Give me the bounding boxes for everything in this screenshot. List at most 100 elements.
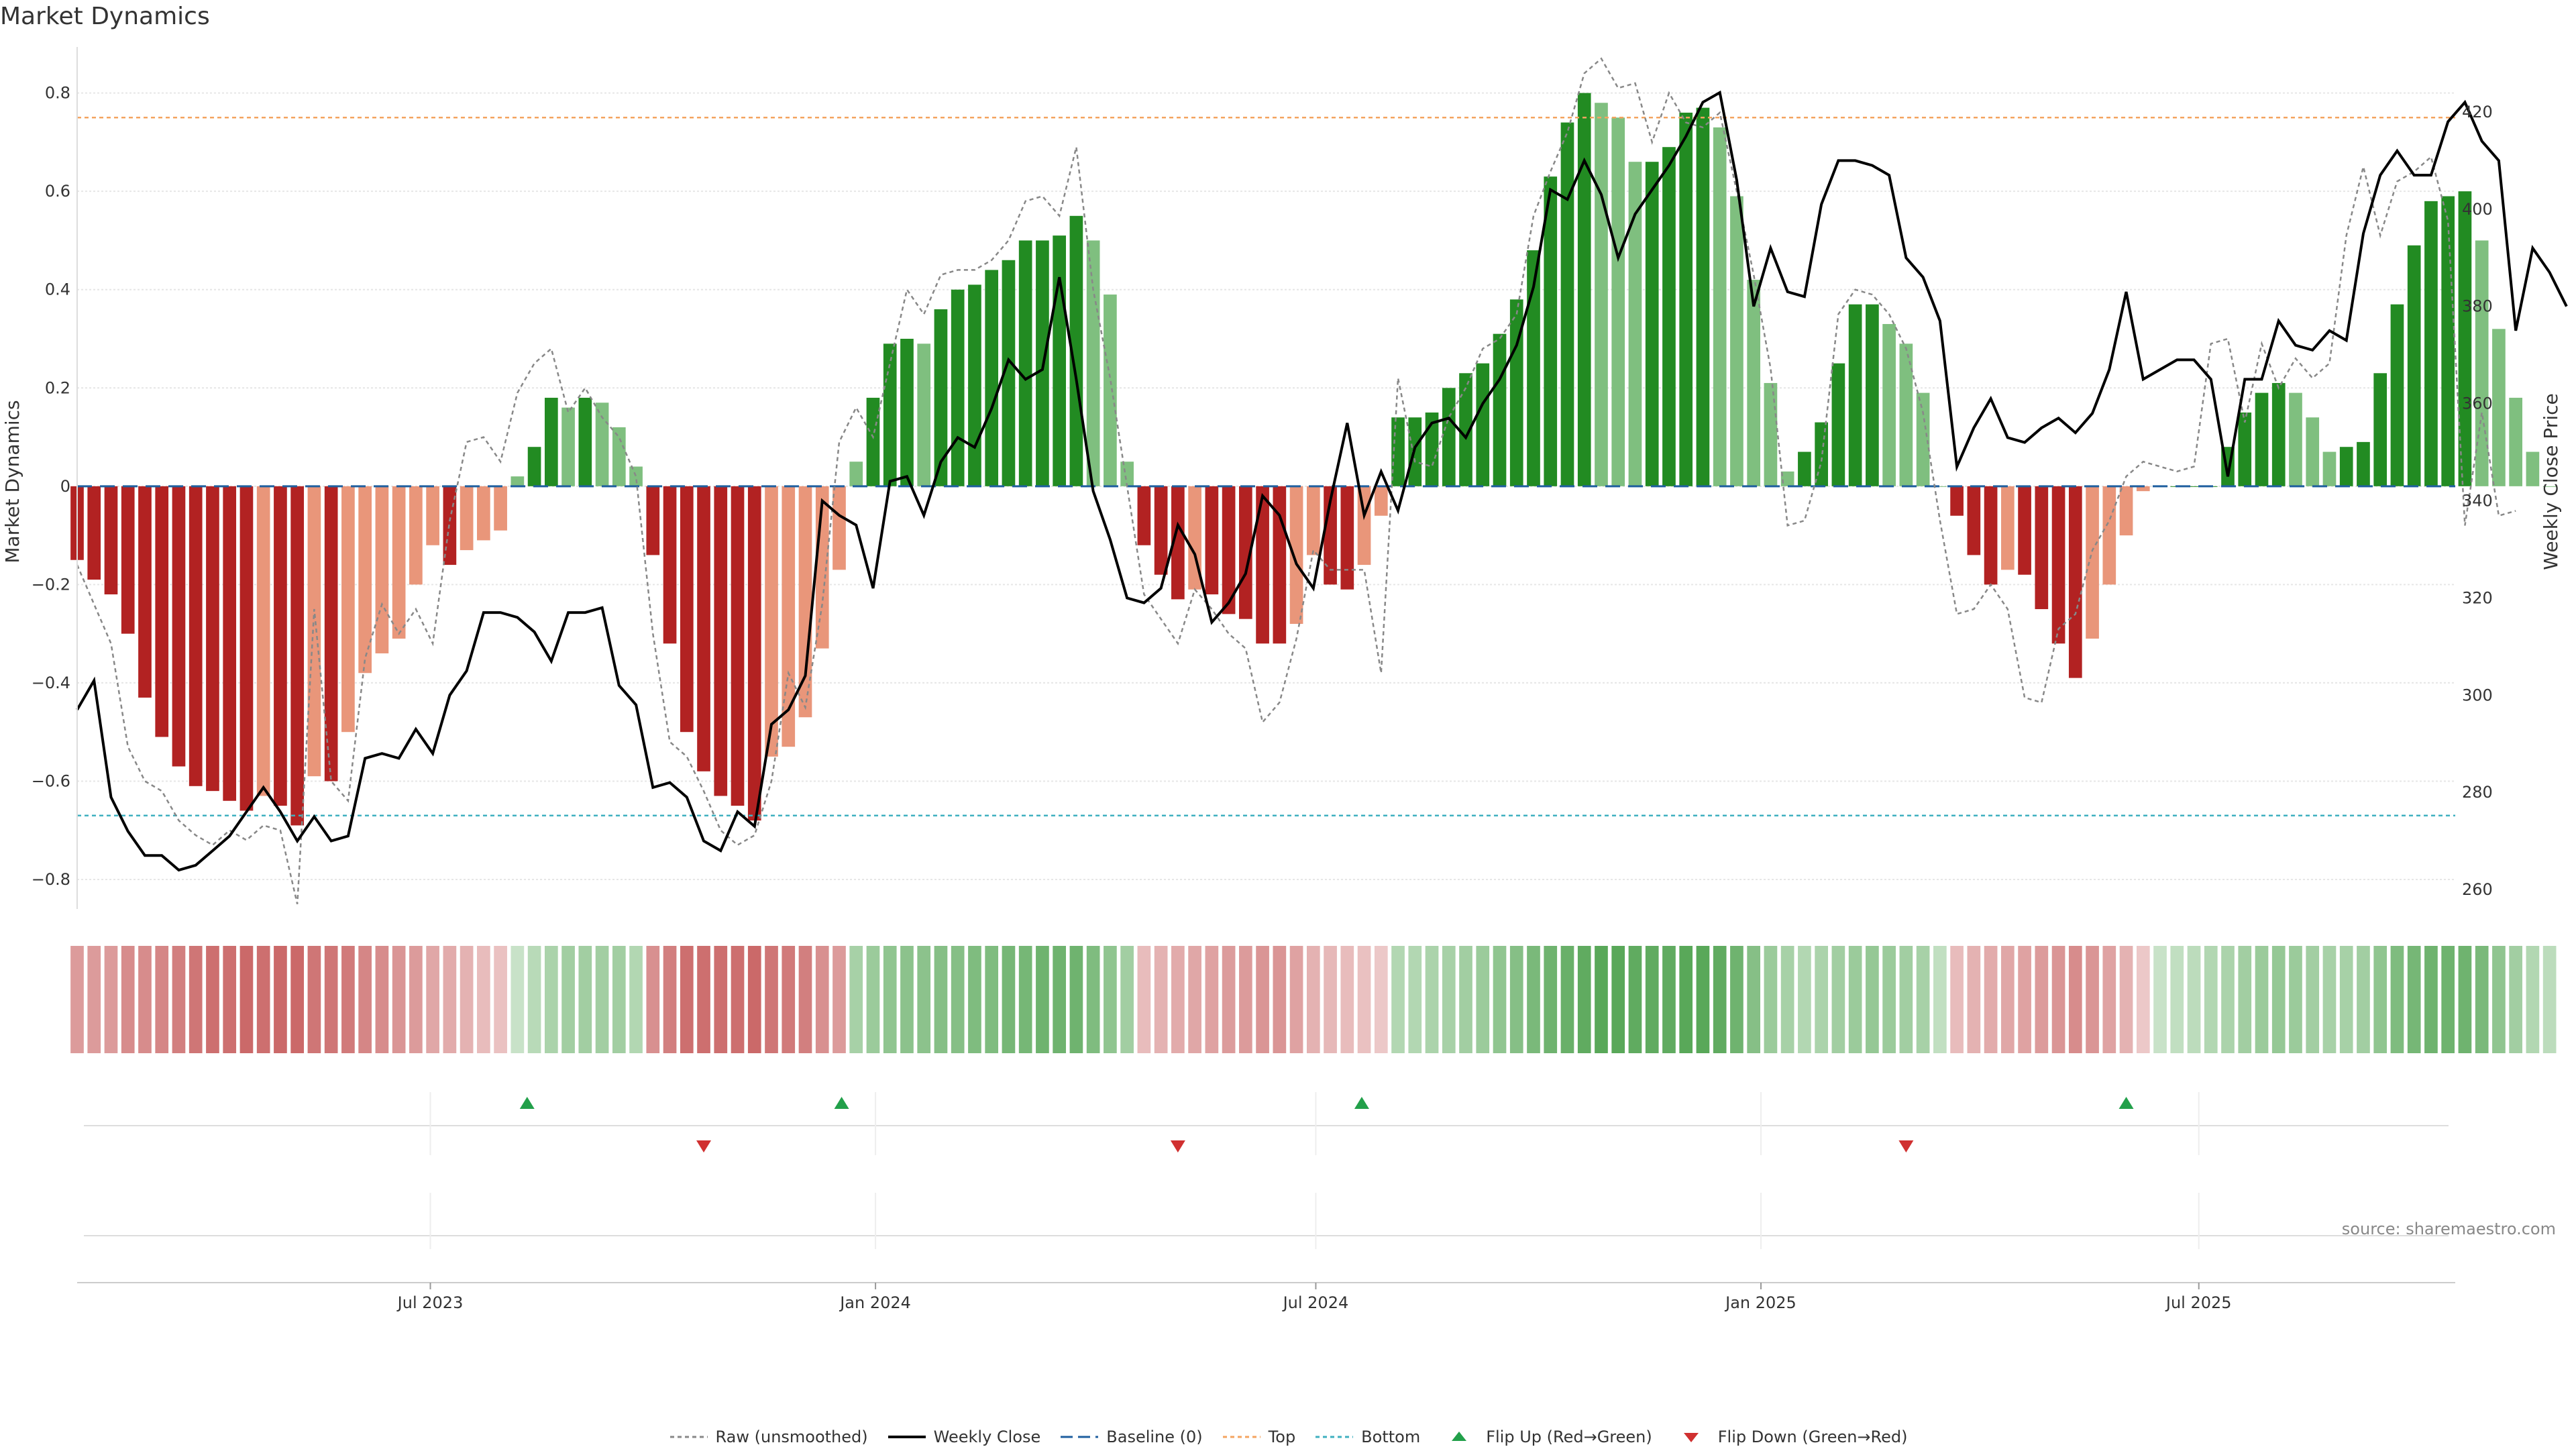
regime-strip-cell [2339, 946, 2353, 1053]
dynamics-bar [1137, 486, 1151, 545]
dynamics-bar [1120, 462, 1134, 486]
legend-item-bottom: Bottom [1314, 1428, 1420, 1446]
dynamics-bar [2255, 392, 2269, 486]
flip-down-marker [696, 1140, 712, 1152]
dynamics-bar [2390, 304, 2404, 486]
flip-up-marker [1354, 1097, 1369, 1109]
x-axis-layer: Jul 2023 Jan 2024 Jul 2024 Jan 2025 Jul 2025 [77, 1282, 2455, 1312]
chart-title: Market Dynamics [0, 3, 210, 30]
regime-strip-cell [883, 946, 897, 1053]
dynamics-bar [121, 486, 135, 634]
y2-tick-label: 320 [2462, 588, 2493, 607]
dynamics-bar [206, 486, 219, 792]
dynamics-bar [189, 486, 203, 786]
dynamics-bar [2000, 486, 2015, 570]
regime-strip-cell [1171, 946, 1185, 1053]
dynamics-bar [1662, 147, 1676, 486]
dynamics-bar [849, 462, 863, 486]
regime-strip-cell [747, 946, 761, 1053]
x-tick-label: Jul 2025 [2165, 1293, 2232, 1312]
regime-strip-cell [561, 946, 575, 1053]
regime-strip-cell [612, 946, 626, 1053]
dynamics-bar [426, 486, 439, 545]
dynamics-bar [1831, 363, 1845, 486]
grid-layer [77, 92, 2455, 881]
y2-tick-label: 400 [2462, 200, 2493, 219]
regime-strip-cell [2492, 946, 2506, 1053]
regime-strip-cell [2187, 946, 2201, 1053]
dynamics-bar [87, 486, 101, 580]
regime-strip-cell [934, 946, 948, 1053]
dynamics-bar [460, 486, 474, 551]
regime-strip-cell [1899, 946, 1913, 1053]
regime-strip-cell [1764, 946, 1778, 1053]
dynamics-bar [866, 397, 880, 486]
dynamics-bar [2018, 486, 2031, 575]
regime-strip-cell [1036, 946, 1049, 1053]
dynamics-bar [578, 397, 592, 486]
dynamics-bar [1882, 324, 1896, 486]
dynamics-bar [1171, 486, 1185, 600]
regime-strip-cell [2306, 946, 2320, 1053]
regime-strip-cell [2136, 946, 2150, 1053]
regime-strip-cell [223, 946, 237, 1053]
dynamics-bar [477, 486, 490, 541]
y2-tick-label: 260 [2462, 880, 2493, 899]
dynamics-bar [697, 486, 710, 771]
regime-strip-cell [1628, 946, 1642, 1053]
legend-swatch-raw [669, 1436, 708, 1438]
dynamics-bar [1306, 486, 1320, 555]
dynamics-bar [494, 486, 507, 531]
regime-strip-cell [307, 946, 321, 1053]
regime-strip-cell [189, 946, 203, 1053]
regime-strip-cell [104, 946, 118, 1053]
regime-strip-cell [951, 946, 965, 1053]
dynamics-bar [1256, 486, 1269, 644]
regime-strip-cell [1611, 946, 1625, 1053]
regime-strip-cell [578, 946, 592, 1053]
regime-strip-cell [426, 946, 439, 1053]
regime-strip-cell [1848, 946, 1862, 1053]
regime-strip-cell [1340, 946, 1354, 1053]
regime-strip-cell [2390, 946, 2404, 1053]
regime-strip-cell [274, 946, 287, 1053]
dynamics-bar [1357, 486, 1371, 566]
y2-tick-label: 300 [2462, 686, 2493, 704]
y-tick-label: 0.8 [45, 84, 70, 103]
flip-down-marker [1898, 1140, 1914, 1152]
legend-label: Flip Up (Red→Green) [1486, 1428, 1652, 1446]
dynamics-bar [1222, 486, 1236, 614]
regime-strip-cell [2018, 946, 2031, 1053]
regime-strip-cell [1509, 946, 1523, 1053]
dynamics-bar [375, 486, 389, 653]
dynamics-bar [1002, 260, 1016, 486]
axes-layer: −0.8 −0.6 −0.4 −0.2 0 0.2 0.4 0.6 0.8 260 280 300 32… [32, 47, 2493, 909]
y2-axis-label: Weekly Close Price [2540, 393, 2562, 570]
dynamics-bar [1374, 486, 1388, 516]
regime-strip-cell [239, 946, 254, 1053]
dynamics-bar [1205, 486, 1219, 595]
dynamics-bar [900, 339, 914, 486]
legend-label: Bottom [1361, 1428, 1421, 1446]
dynamics-bar [1053, 235, 1067, 486]
regime-strip-cell [2475, 946, 2489, 1053]
dynamics-bar [239, 486, 254, 811]
legend-swatch-bottom [1316, 1436, 1354, 1438]
regime-strip-cell [121, 946, 135, 1053]
dynamics-bar [104, 486, 118, 595]
dynamics-bar [2475, 240, 2489, 486]
x-tick-label: Jul 2023 [396, 1293, 464, 1312]
dynamics-bar [2051, 486, 2065, 644]
y-tick-label: −0.8 [32, 870, 70, 889]
legend-item-raw: Raw (unsmoothed) [669, 1428, 868, 1446]
dynamics-bar [2322, 451, 2337, 486]
regime-strip-cell [1866, 946, 1879, 1053]
dynamics-bar [1899, 343, 1913, 486]
dynamics-bar [138, 486, 152, 698]
dynamics-bar [1239, 486, 1252, 619]
dynamics-bar [765, 486, 778, 757]
dynamics-bar [290, 486, 305, 826]
regime-strip-cell [985, 946, 999, 1053]
dynamics-bar [392, 486, 406, 639]
regime-strip-cell [731, 946, 745, 1053]
